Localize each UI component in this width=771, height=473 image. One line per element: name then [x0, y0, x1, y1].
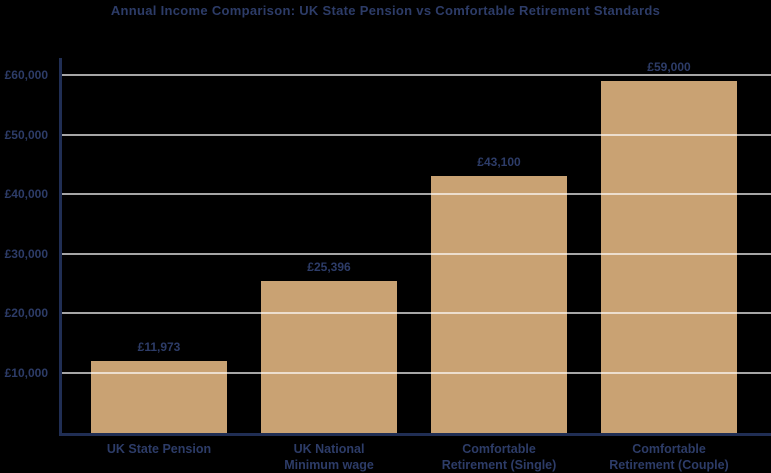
- x-category-label-line: Comfortable: [462, 442, 536, 456]
- bar-value-label: £43,100: [477, 154, 521, 169]
- bar: [601, 80, 737, 433]
- y-tick-label: £10,000: [4, 365, 48, 380]
- x-category-label-line: Retirement (Couple): [609, 458, 729, 472]
- bar: [431, 175, 567, 433]
- bar-value-label: £59,000: [647, 59, 691, 74]
- y-tick-label: £50,000: [4, 127, 48, 142]
- chart-title: Annual Income Comparison: UK State Pensi…: [110, 3, 661, 18]
- gridline: [62, 312, 771, 314]
- x-axis-line: [59, 433, 771, 436]
- y-tick-label: £30,000: [4, 246, 48, 261]
- x-category-label: Comfortable Retirement (Single): [411, 441, 587, 473]
- x-category-label-line: UK National: [293, 442, 365, 456]
- x-category-label: Comfortable Retirement (Couple): [581, 441, 757, 473]
- x-category-label-line: UK State Pension: [106, 442, 212, 456]
- x-category-label: UK State Pension: [71, 441, 247, 457]
- x-category-label-line: Comfortable: [632, 442, 706, 456]
- bar-value-label: £25,396: [307, 259, 351, 274]
- bar-value-label: £11,973: [137, 339, 181, 354]
- gridline: [62, 133, 771, 136]
- gridline: [62, 252, 771, 255]
- y-tick-label: £40,000: [4, 187, 48, 201]
- y-axis-line: [59, 58, 62, 436]
- y-tick-label: £20,000: [4, 306, 48, 320]
- x-category-label-line: Minimum wage: [284, 458, 374, 472]
- x-category-label: UK National Minimum wage: [241, 441, 417, 473]
- bar: [261, 280, 397, 433]
- x-category-label-line: Retirement (Single): [441, 458, 557, 472]
- y-tick-label: £60,000: [4, 68, 48, 82]
- gridline: [62, 193, 771, 195]
- gridline: [62, 74, 771, 76]
- gridline: [62, 371, 771, 374]
